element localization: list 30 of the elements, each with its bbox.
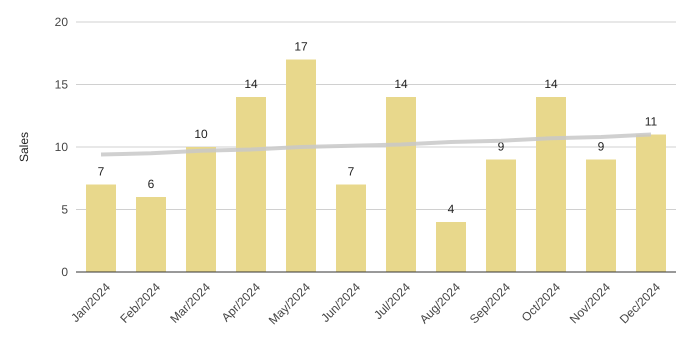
y-tick-label: 0 [61,265,68,280]
data-label: 7 [98,164,105,178]
data-label: 4 [448,202,455,216]
data-label: 9 [498,140,505,154]
y-tick-label: 20 [54,15,68,30]
y-tick-label: 5 [61,202,68,217]
bar [436,222,466,272]
data-label: 14 [244,77,258,91]
y-axis-title: Sales [17,132,31,162]
bar [586,160,616,272]
data-label: 11 [644,114,658,128]
bar [486,160,516,272]
bar [186,147,216,272]
bar [86,184,116,272]
bar [236,97,266,272]
data-label: 9 [598,140,605,154]
y-tick-label: 15 [54,78,68,92]
bar [136,197,166,272]
data-label: 14 [394,77,408,91]
data-label: 7 [348,164,355,178]
bar [536,97,566,272]
data-label: 10 [194,127,208,141]
y-tick-label: 10 [54,140,68,154]
data-label: 14 [544,77,558,91]
bar [286,60,316,272]
bar [386,97,416,272]
bar [336,184,366,272]
data-label: 6 [148,177,155,191]
data-label: 17 [294,40,308,54]
bar [636,134,666,272]
